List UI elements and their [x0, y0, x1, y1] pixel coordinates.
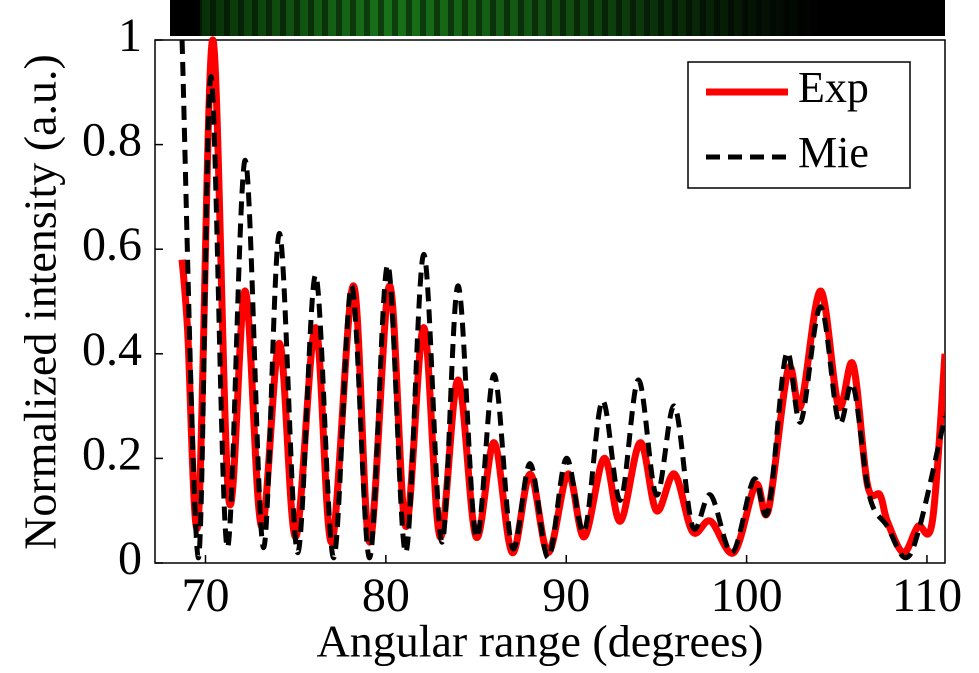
y-tick-label: 0.8 [82, 114, 142, 167]
y-tick-label: 0.2 [82, 427, 142, 480]
x-axis-label: Angular range (degrees) [317, 616, 764, 667]
y-tick-label: 0 [118, 532, 142, 585]
plot-frame [154, 39, 946, 564]
y-tick-label: 1 [118, 9, 142, 62]
x-tick-label: 70 [182, 569, 230, 622]
x-tick-label: 90 [542, 569, 590, 622]
x-tick-label: 110 [892, 569, 962, 622]
x-tick-label: 100 [711, 569, 783, 622]
data-line [178, 36, 945, 557]
y-tick-label: 0.4 [82, 323, 142, 376]
legend-box [687, 61, 911, 189]
x-tick-label: 80 [362, 569, 410, 622]
camera-strip [170, 0, 945, 36]
legend-label: Exp [798, 63, 869, 112]
y-axis-label: Normalized intensity (a.u.) [15, 54, 66, 550]
legend-label: Mie [798, 128, 869, 177]
y-tick-label: 0.6 [82, 218, 142, 271]
data-line [179, 39, 945, 561]
